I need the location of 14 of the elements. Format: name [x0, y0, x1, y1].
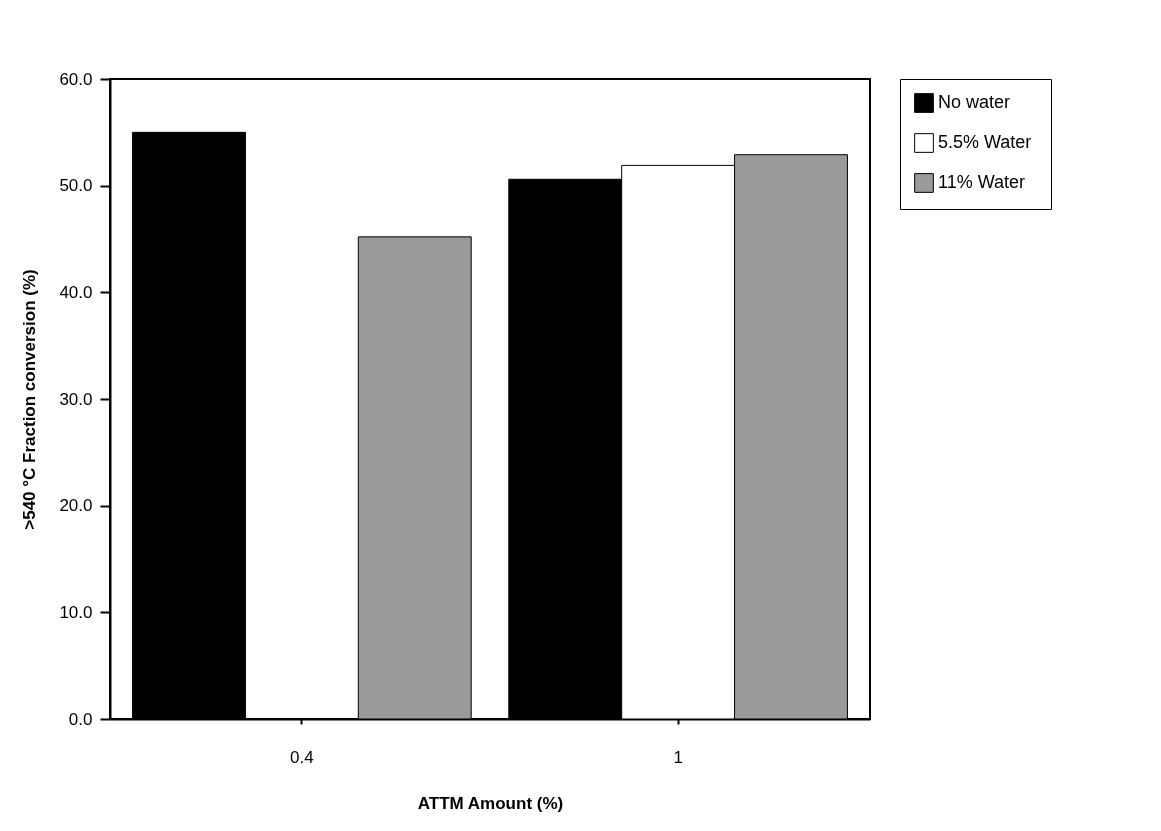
y-tick-label: 0.0 [68, 709, 93, 729]
y-tick-label: 10.0 [59, 602, 93, 622]
x-axis-title: ATTM Amount (%) [417, 793, 564, 813]
y-tick-label: 60.0 [59, 69, 93, 89]
legend-label: 11% Water [938, 172, 1026, 192]
x-tick-label: 1 [673, 747, 683, 767]
y-tick-label: 40.0 [59, 282, 93, 302]
y-tick-label: 30.0 [59, 389, 93, 409]
legend-label: 5.5% Water [938, 132, 1032, 152]
legend-label: No water [938, 92, 1011, 112]
x-tick-label: 0.4 [290, 747, 314, 767]
y-tick-label: 20.0 [59, 496, 93, 516]
y-axis-title: >540 °C Fraction conversion (%) [20, 269, 40, 530]
y-tick-label: 50.0 [59, 176, 93, 196]
